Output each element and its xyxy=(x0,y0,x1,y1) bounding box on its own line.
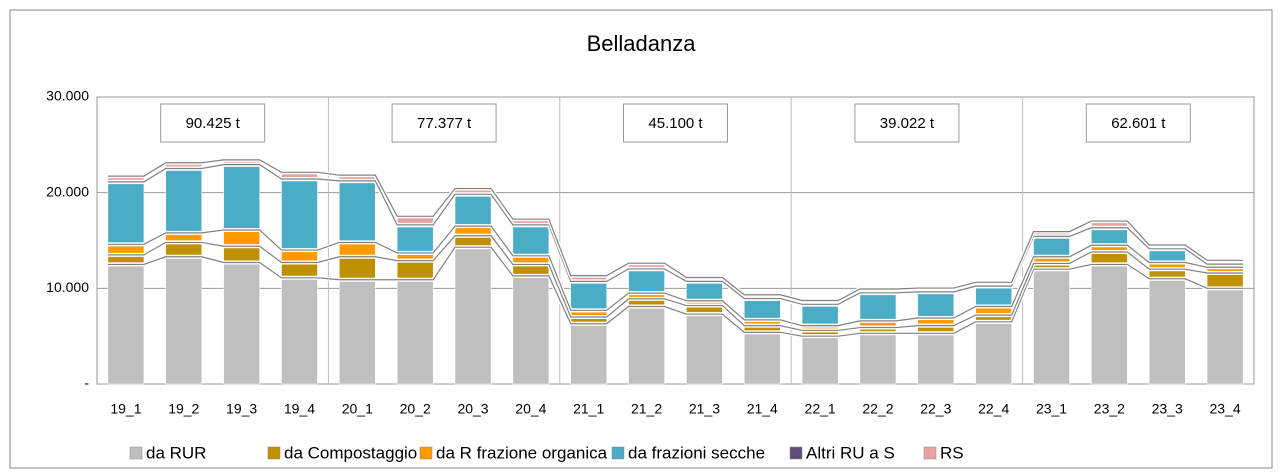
bar-segment xyxy=(571,282,607,311)
bar-segment xyxy=(1149,249,1185,262)
x-tick-label: 19_3 xyxy=(226,401,257,417)
bar-segment xyxy=(1034,237,1070,257)
x-tick-label: 23_4 xyxy=(1209,401,1240,417)
bar-segment xyxy=(686,314,722,384)
legend-swatch xyxy=(268,447,280,459)
legend-label: RS xyxy=(940,443,964,462)
bar-segment xyxy=(1091,264,1127,384)
legend-swatch xyxy=(420,447,432,459)
legend-label: da Compostaggio xyxy=(284,443,417,462)
x-tick-label: 23_1 xyxy=(1036,401,1067,417)
bar-segment xyxy=(513,225,549,256)
legend-swatch xyxy=(130,447,142,459)
legend-swatch xyxy=(612,447,624,459)
bar-segment xyxy=(108,264,144,384)
x-tick-label: 21_3 xyxy=(689,401,720,417)
bar-segment xyxy=(166,257,202,384)
bar-segment xyxy=(224,230,260,246)
bar-segment xyxy=(918,292,954,318)
bar-segment xyxy=(744,299,780,320)
bar-segment xyxy=(108,182,144,244)
bar-segment xyxy=(224,263,260,384)
bar-segment xyxy=(860,333,896,384)
x-tick-label: 20_3 xyxy=(457,401,488,417)
x-tick-label: 20_4 xyxy=(515,401,546,417)
bar-segment xyxy=(166,242,202,256)
bar-segment xyxy=(860,293,896,321)
bar-segment xyxy=(571,324,607,384)
bar-segment xyxy=(1149,279,1185,384)
bar-segment xyxy=(339,280,375,384)
bar-segment xyxy=(976,322,1012,384)
bar-segment xyxy=(166,169,202,233)
x-tick-label: 19_2 xyxy=(168,401,199,417)
x-tick-label: 23_3 xyxy=(1152,401,1183,417)
bar-segment xyxy=(1034,269,1070,384)
x-tick-label: 22_3 xyxy=(920,401,951,417)
bar-segment xyxy=(281,278,317,384)
bar-segment xyxy=(802,336,838,384)
x-tick-label: 21_1 xyxy=(573,401,604,417)
bar-segment xyxy=(455,195,491,227)
x-tick-label: 20_1 xyxy=(342,401,373,417)
bar-segment xyxy=(224,165,260,230)
y-tick-label: 30.000 xyxy=(46,88,89,104)
bar-segment xyxy=(281,263,317,278)
bar-segment xyxy=(339,181,375,242)
legend-swatch xyxy=(790,447,802,459)
bar-segment xyxy=(1091,228,1127,245)
annotation: 45.100 t xyxy=(648,115,703,132)
bar-segment xyxy=(224,246,260,262)
x-tick-label: 22_2 xyxy=(862,401,893,417)
bar-segment xyxy=(397,280,433,384)
annotation: 77.377 t xyxy=(417,115,472,132)
bar-segment xyxy=(1207,273,1243,288)
bar-segment xyxy=(744,332,780,384)
bar-segment xyxy=(802,305,838,326)
annotation: 39.022 t xyxy=(880,115,935,132)
bar-segment xyxy=(976,286,1012,306)
x-tick-label: 20_2 xyxy=(400,401,431,417)
x-tick-label: 21_4 xyxy=(747,401,778,417)
x-tick-label: 21_2 xyxy=(631,401,662,417)
x-tick-label: 22_4 xyxy=(978,401,1009,417)
legend-label: da R frazione organica xyxy=(436,443,608,462)
y-tick-label: - xyxy=(84,375,89,391)
annotation: 62.601 t xyxy=(1111,115,1166,132)
x-tick-label: 19_4 xyxy=(284,401,315,417)
legend-label: da frazioni secche xyxy=(628,443,765,462)
legend-label: da RUR xyxy=(146,443,206,462)
bar-segment xyxy=(339,257,375,280)
bar-segment xyxy=(1207,288,1243,384)
bar-segment xyxy=(513,276,549,384)
x-tick-label: 23_2 xyxy=(1094,401,1125,417)
x-tick-label: 19_1 xyxy=(110,401,141,417)
legend-label: Altri RU a S xyxy=(806,443,895,462)
bar-segment xyxy=(629,307,665,384)
chart-title: Belladanza xyxy=(587,31,697,56)
bar-segment xyxy=(281,179,317,250)
bar-segment xyxy=(339,242,375,256)
y-tick-label: 20.000 xyxy=(46,183,89,199)
bar-segment xyxy=(686,282,722,301)
bar-segment xyxy=(455,247,491,384)
annotation: 90.425 t xyxy=(186,115,241,132)
y-tick-label: 10.000 xyxy=(46,279,89,295)
bar-segment xyxy=(397,225,433,253)
bar-segment xyxy=(918,333,954,384)
bar-segment xyxy=(629,269,665,293)
x-tick-label: 22_1 xyxy=(805,401,836,417)
bar-segment xyxy=(397,261,433,280)
legend-swatch xyxy=(924,447,936,459)
